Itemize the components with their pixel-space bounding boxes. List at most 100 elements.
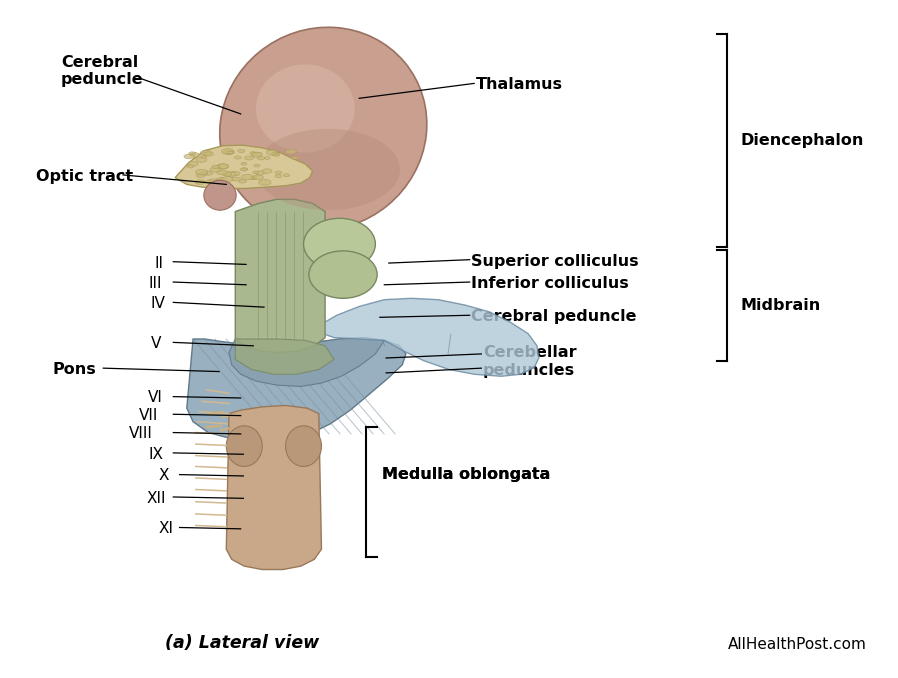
Ellipse shape xyxy=(196,170,207,175)
Ellipse shape xyxy=(275,175,282,178)
Ellipse shape xyxy=(275,171,282,174)
Ellipse shape xyxy=(196,157,207,162)
Ellipse shape xyxy=(227,151,233,154)
Text: Pons: Pons xyxy=(52,362,96,377)
Text: Thalamus: Thalamus xyxy=(476,77,563,92)
Ellipse shape xyxy=(255,171,265,175)
Ellipse shape xyxy=(204,152,214,156)
Ellipse shape xyxy=(216,178,226,182)
Ellipse shape xyxy=(195,180,205,184)
Ellipse shape xyxy=(286,149,296,154)
Ellipse shape xyxy=(251,152,262,157)
Ellipse shape xyxy=(242,174,253,180)
Text: III: III xyxy=(148,276,162,291)
Ellipse shape xyxy=(224,150,234,155)
Ellipse shape xyxy=(242,163,247,165)
Text: Medulla oblongata: Medulla oblongata xyxy=(382,467,550,482)
Text: Medulla oblongata: Medulla oblongata xyxy=(382,467,550,482)
Text: VII: VII xyxy=(139,408,159,423)
Ellipse shape xyxy=(190,153,199,157)
Ellipse shape xyxy=(250,176,256,180)
Ellipse shape xyxy=(253,152,261,156)
Text: Diencephalon: Diencephalon xyxy=(741,133,864,148)
Ellipse shape xyxy=(215,180,224,184)
Ellipse shape xyxy=(238,149,245,153)
Ellipse shape xyxy=(258,157,265,160)
Ellipse shape xyxy=(266,150,278,155)
Polygon shape xyxy=(229,338,384,386)
Ellipse shape xyxy=(255,129,400,210)
Ellipse shape xyxy=(232,177,241,181)
Ellipse shape xyxy=(250,152,256,155)
Ellipse shape xyxy=(224,172,236,177)
Text: X: X xyxy=(159,468,170,483)
Ellipse shape xyxy=(204,180,236,210)
Text: VIII: VIII xyxy=(128,426,153,441)
Ellipse shape xyxy=(283,174,290,177)
Text: V: V xyxy=(151,336,162,351)
Polygon shape xyxy=(187,338,406,439)
Ellipse shape xyxy=(210,167,221,172)
Ellipse shape xyxy=(254,164,260,167)
Text: II: II xyxy=(154,256,163,271)
Ellipse shape xyxy=(218,164,229,169)
Ellipse shape xyxy=(240,168,247,171)
Polygon shape xyxy=(235,199,325,353)
Text: XII: XII xyxy=(146,491,166,506)
Ellipse shape xyxy=(274,154,279,157)
Ellipse shape xyxy=(206,180,214,183)
Ellipse shape xyxy=(244,156,253,160)
Ellipse shape xyxy=(220,27,427,231)
Text: Cerebral
peduncle: Cerebral peduncle xyxy=(61,55,144,87)
Ellipse shape xyxy=(286,426,321,466)
Polygon shape xyxy=(235,339,334,374)
Ellipse shape xyxy=(222,177,233,182)
Text: IX: IX xyxy=(148,447,163,462)
Text: Superior colliculus: Superior colliculus xyxy=(471,254,639,268)
Ellipse shape xyxy=(200,151,212,155)
Text: Midbrain: Midbrain xyxy=(741,298,821,313)
Ellipse shape xyxy=(272,152,279,156)
Ellipse shape xyxy=(264,157,270,159)
Ellipse shape xyxy=(239,180,246,183)
Ellipse shape xyxy=(216,164,228,170)
Ellipse shape xyxy=(216,170,227,175)
Ellipse shape xyxy=(253,175,263,180)
Ellipse shape xyxy=(196,174,205,178)
Text: Cerebral peduncle: Cerebral peduncle xyxy=(471,309,637,324)
Ellipse shape xyxy=(242,168,248,170)
Ellipse shape xyxy=(226,426,262,466)
Polygon shape xyxy=(226,405,321,570)
Ellipse shape xyxy=(209,179,217,182)
Ellipse shape xyxy=(292,157,298,159)
Ellipse shape xyxy=(304,218,375,270)
Text: IV: IV xyxy=(151,296,166,311)
Ellipse shape xyxy=(204,171,213,175)
Ellipse shape xyxy=(212,165,219,169)
Ellipse shape xyxy=(256,64,355,153)
Text: VI: VI xyxy=(148,391,163,405)
Ellipse shape xyxy=(253,171,259,174)
Ellipse shape xyxy=(251,176,257,179)
Ellipse shape xyxy=(184,154,194,159)
Text: (a) Lateral view: (a) Lateral view xyxy=(165,634,320,652)
Text: Optic tract: Optic tract xyxy=(36,169,133,184)
Text: XI: XI xyxy=(159,521,174,536)
Ellipse shape xyxy=(187,165,194,168)
Ellipse shape xyxy=(201,156,207,158)
Ellipse shape xyxy=(199,172,207,176)
Ellipse shape xyxy=(230,172,240,176)
Text: Cerebellar
peduncles: Cerebellar peduncles xyxy=(483,345,577,378)
Ellipse shape xyxy=(262,169,272,174)
Ellipse shape xyxy=(234,156,242,159)
Ellipse shape xyxy=(188,161,198,166)
Ellipse shape xyxy=(259,180,271,185)
Ellipse shape xyxy=(223,172,232,176)
Ellipse shape xyxy=(189,152,196,155)
Ellipse shape xyxy=(309,251,377,298)
Ellipse shape xyxy=(222,148,233,154)
Text: AllHealthPost.com: AllHealthPost.com xyxy=(727,637,867,652)
Text: Inferior colliculus: Inferior colliculus xyxy=(471,276,629,291)
Polygon shape xyxy=(319,298,539,376)
Polygon shape xyxy=(175,145,313,188)
